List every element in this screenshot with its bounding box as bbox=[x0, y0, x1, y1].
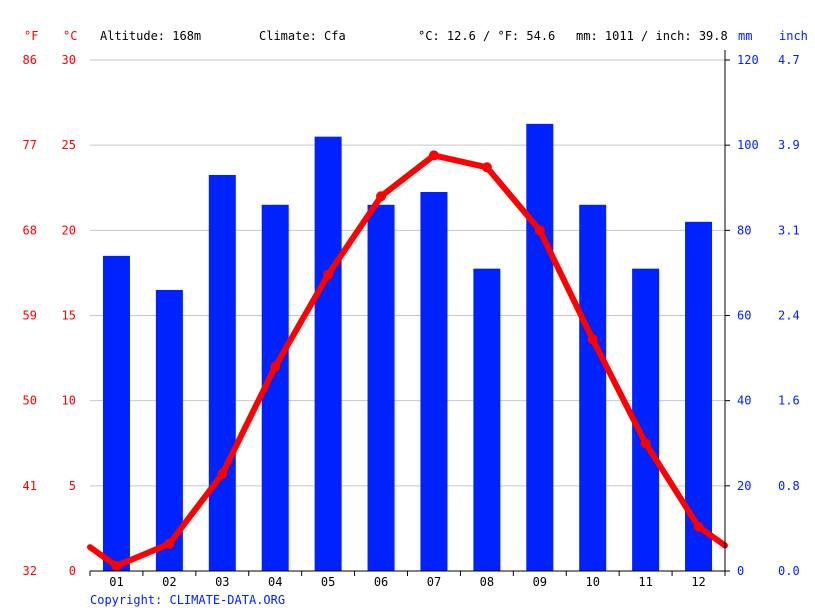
month-label: 10 bbox=[585, 575, 599, 589]
precipitation-bar bbox=[367, 204, 395, 572]
tick-label-inch: 1.6 bbox=[778, 394, 800, 408]
precipitation-bar bbox=[155, 289, 183, 571]
precipitation-bar bbox=[102, 255, 130, 571]
precipitation-bar bbox=[579, 204, 607, 572]
tick-label-fahrenheit: 77 bbox=[23, 138, 37, 152]
tick-label-mm: 100 bbox=[737, 138, 759, 152]
month-labels: 01 02 03 04 05 06 07 08 09 10 11 12 bbox=[109, 575, 706, 589]
unit-celsius-label: °C bbox=[63, 29, 77, 43]
tick-label-inch: 3.9 bbox=[778, 138, 800, 152]
precipitation-bar bbox=[208, 174, 236, 571]
copyright-text: Copyright: CLIMATE-DATA.ORG bbox=[90, 593, 285, 607]
temperature-point bbox=[111, 560, 122, 571]
month-label: 08 bbox=[480, 575, 494, 589]
temperature-line bbox=[87, 152, 728, 569]
tick-label-celsius: 10 bbox=[62, 394, 76, 408]
left-celsius-ticks: 0 5 10 15 20 25 30 bbox=[62, 53, 76, 578]
tick-label-mm: 60 bbox=[737, 309, 751, 323]
month-label: 02 bbox=[162, 575, 176, 589]
tick-label-fahrenheit: 32 bbox=[23, 564, 37, 578]
left-fahrenheit-ticks: 32 41 50 59 68 77 86 bbox=[23, 53, 37, 578]
precipitation-bar bbox=[314, 136, 342, 571]
precipitation-bar bbox=[420, 192, 448, 571]
temperature-point bbox=[428, 150, 439, 161]
tick-label-mm: 120 bbox=[737, 53, 759, 67]
tick-label-mm: 0 bbox=[737, 564, 744, 578]
climate-label: Climate: Cfa bbox=[259, 29, 346, 43]
temperature-point bbox=[587, 334, 598, 345]
month-label: 01 bbox=[109, 575, 123, 589]
temperature-line-group bbox=[87, 150, 728, 571]
tick-label-fahrenheit: 50 bbox=[23, 394, 37, 408]
tick-label-celsius: 15 bbox=[62, 309, 76, 323]
temperature-point bbox=[217, 468, 228, 479]
tick-label-fahrenheit: 68 bbox=[23, 223, 37, 237]
tick-label-inch: 0.0 bbox=[778, 564, 800, 578]
unit-mm-label: mm bbox=[738, 29, 752, 43]
month-label: 05 bbox=[321, 575, 335, 589]
temperature-point bbox=[323, 269, 334, 280]
unit-fahrenheit-label: °F bbox=[24, 29, 38, 43]
tick-label-mm: 20 bbox=[737, 479, 751, 493]
tick-label-mm: 40 bbox=[737, 394, 751, 408]
temperature-point bbox=[640, 438, 651, 449]
tick-label-celsius: 5 bbox=[69, 479, 76, 493]
grid-lines bbox=[90, 59, 725, 487]
month-label: 06 bbox=[374, 575, 388, 589]
tick-label-inch: 2.4 bbox=[778, 309, 800, 323]
tick-label-celsius: 25 bbox=[62, 138, 76, 152]
month-label: 11 bbox=[638, 575, 652, 589]
altitude-label: Altitude: 168m bbox=[100, 29, 201, 43]
right-inch-ticks: 0.0 0.8 1.6 2.4 3.1 3.9 4.7 bbox=[778, 53, 800, 578]
tick-label-mm: 80 bbox=[737, 223, 751, 237]
precipitation-bar bbox=[473, 268, 501, 571]
right-mm-ticks: 0 20 40 60 80 100 120 bbox=[737, 53, 759, 578]
unit-inch-label: inch bbox=[779, 29, 808, 43]
month-label: 09 bbox=[533, 575, 547, 589]
tick-label-celsius: 0 bbox=[69, 564, 76, 578]
temperature-point bbox=[270, 361, 281, 372]
tick-label-fahrenheit: 59 bbox=[23, 309, 37, 323]
temperature-point bbox=[693, 521, 704, 532]
tick-label-fahrenheit: 86 bbox=[23, 53, 37, 67]
temperature-average-label: °C: 12.6 / °F: 54.6 bbox=[418, 29, 555, 43]
tick-label-inch: 3.1 bbox=[778, 223, 800, 237]
month-label: 12 bbox=[691, 575, 705, 589]
tick-label-inch: 0.8 bbox=[778, 479, 800, 493]
precipitation-bar bbox=[526, 123, 554, 571]
axes bbox=[89, 50, 730, 576]
tick-label-celsius: 30 bbox=[62, 53, 76, 67]
tick-label-celsius: 20 bbox=[62, 223, 76, 237]
tick-label-fahrenheit: 41 bbox=[23, 479, 37, 493]
month-label: 03 bbox=[215, 575, 229, 589]
precipitation-bar bbox=[685, 221, 713, 572]
temperature-point bbox=[481, 162, 492, 173]
month-label: 04 bbox=[268, 575, 282, 589]
temperature-point bbox=[164, 538, 175, 549]
precipitation-bars bbox=[102, 123, 713, 572]
precipitation-total-label: mm: 1011 / inch: 39.8 bbox=[576, 29, 728, 43]
month-label: 07 bbox=[427, 575, 441, 589]
temperature-point bbox=[534, 225, 545, 236]
temperature-point bbox=[376, 191, 387, 202]
tick-label-inch: 4.7 bbox=[778, 53, 800, 67]
